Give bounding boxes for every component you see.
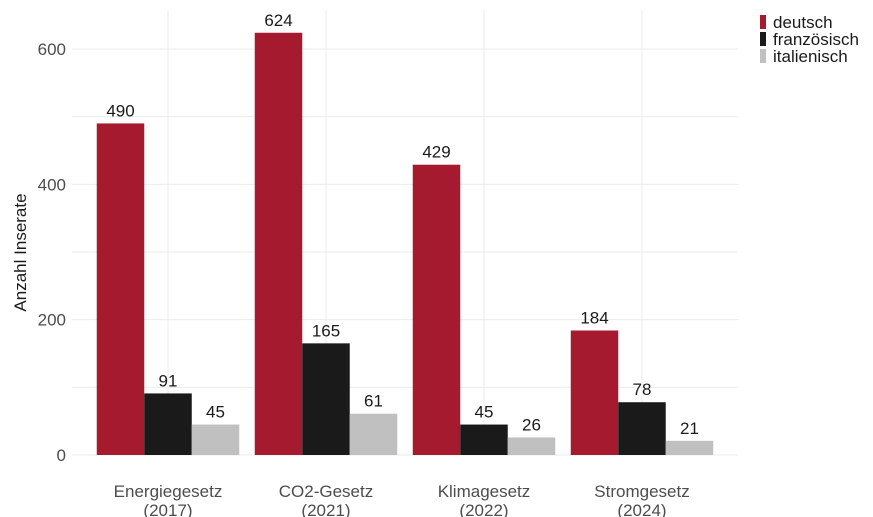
bar-italienisch-2 xyxy=(507,437,556,455)
legend-label: französisch xyxy=(773,30,859,49)
y-tick-label: 400 xyxy=(38,175,66,194)
data-label: 165 xyxy=(312,321,340,340)
y-tick-label: 600 xyxy=(38,40,66,59)
x-tick-label: CO2-Gesetz (2021) xyxy=(279,482,373,517)
y-axis-label: Anzahl Inserate xyxy=(11,193,30,311)
y-tick-label: 0 xyxy=(57,446,66,465)
legend-label: deutsch xyxy=(773,13,833,32)
data-label: 184 xyxy=(580,308,608,327)
data-label: 45 xyxy=(206,403,225,422)
data-label: 624 xyxy=(264,11,292,30)
bar-französisch-3 xyxy=(618,402,666,455)
legend-swatch-französisch xyxy=(760,32,766,46)
data-label: 78 xyxy=(633,380,652,399)
legend-label: italienisch xyxy=(773,47,848,66)
data-label: 45 xyxy=(475,403,494,422)
bar-deutsch-1 xyxy=(254,32,303,455)
data-label: 490 xyxy=(106,101,134,120)
data-label: 21 xyxy=(680,419,699,438)
data-label: 429 xyxy=(422,143,450,162)
legend-swatch-italienisch xyxy=(760,49,766,63)
bar-deutsch-3 xyxy=(570,330,619,455)
y-tick-label: 200 xyxy=(38,311,66,330)
bar-französisch-0 xyxy=(144,393,192,455)
bar-französisch-1 xyxy=(302,343,350,455)
bar-italienisch-0 xyxy=(191,424,240,455)
data-label: 61 xyxy=(364,392,383,411)
data-label: 26 xyxy=(522,415,541,434)
data-label: 91 xyxy=(159,371,178,390)
bar-französisch-2 xyxy=(460,424,508,455)
x-tick-label: Klimagesetz (2022) xyxy=(438,482,531,517)
bar-italienisch-1 xyxy=(349,413,398,455)
legend-swatch-deutsch xyxy=(760,15,766,29)
bar-deutsch-0 xyxy=(96,123,145,455)
bar-deutsch-2 xyxy=(412,164,461,455)
x-tick-label: Stromgesetz (2024) xyxy=(594,482,689,517)
x-tick-label: Energiegesetz (2017) xyxy=(114,482,223,517)
bar-italienisch-3 xyxy=(665,440,714,455)
